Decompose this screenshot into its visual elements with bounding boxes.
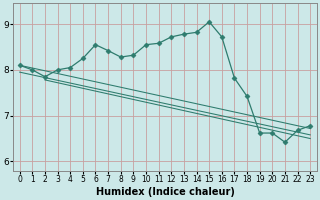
X-axis label: Humidex (Indice chaleur): Humidex (Indice chaleur) (96, 187, 234, 197)
